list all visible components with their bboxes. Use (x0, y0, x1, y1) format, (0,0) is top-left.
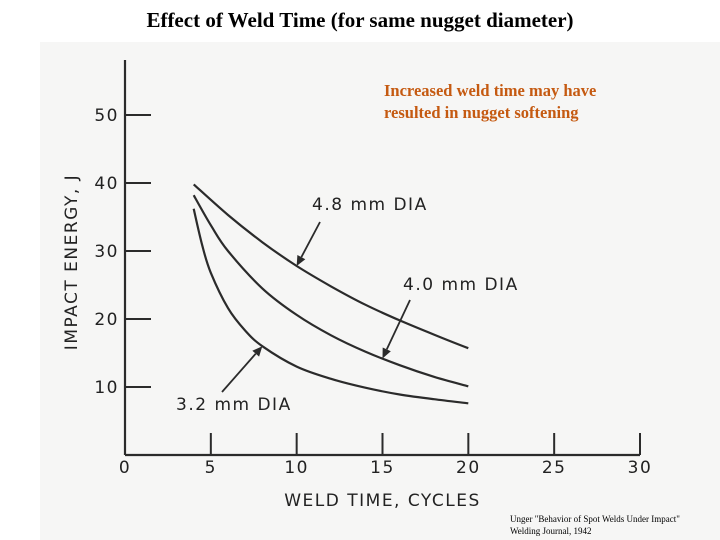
x-tick-label: 20 (456, 458, 481, 478)
leader-line-3-2-mm-dia (221, 353, 257, 393)
curve-label-4-0-mm-dia: 4.0 mm DIA (403, 275, 519, 295)
y-tick-label: 30 (94, 242, 119, 262)
scanned-figure-background (40, 42, 720, 540)
leader-line-4-8-mm-dia (300, 221, 321, 258)
x-tick-label: 10 (284, 458, 309, 478)
x-tick-label: 30 (628, 458, 653, 478)
series-line-4-0-mm-dia (192, 194, 469, 388)
y-tick-label: 20 (94, 310, 119, 330)
y-tick-label: 40 (94, 174, 119, 194)
curve-label-3-2-mm-dia: 3.2 mm DIA (176, 395, 292, 415)
citation-line-1: Unger "Behavior of Spot Welds Under Impa… (510, 514, 680, 524)
series-line-3-2-mm-dia (192, 208, 469, 405)
series-line-4-8-mm-dia (192, 183, 469, 350)
leader-arrowhead-3-2-mm-dia (252, 346, 263, 357)
x-tick-label: 5 (205, 458, 217, 478)
series-lines (192, 183, 469, 405)
x-tick-label: 0 (119, 458, 131, 478)
source-citation: Unger "Behavior of Spot Welds Under Impa… (510, 513, 720, 537)
x-axis-title: WELD TIME, CYCLES (284, 491, 481, 511)
x-tick-label: 15 (370, 458, 395, 478)
curve-label-4-8-mm-dia: 4.8 mm DIA (312, 195, 428, 215)
slide-title: Effect of Weld Time (for same nugget dia… (146, 8, 574, 32)
leader-arrowhead-4-0-mm-dia (382, 347, 391, 359)
citation-line-2: Welding Journal, 1942 (510, 526, 592, 536)
y-tick-label: 50 (94, 106, 119, 126)
axes: 0 5 10 15 20 25 30 10 20 30 40 50 WELD TIME, CYCLES I… (62, 60, 653, 511)
y-axis-title: IMPACT ENERGY, J (62, 174, 82, 350)
leader-arrowhead-4-8-mm-dia (296, 255, 306, 266)
y-tick-label: 10 (94, 378, 119, 398)
curve-annotations: 4.8 mm DIA 4.0 mm DIA 3.2 mm DIA (176, 195, 519, 415)
softening-annotation: Increased weld time may have resulted in… (384, 81, 597, 122)
leader-line-4-0-mm-dia (385, 299, 411, 350)
x-tick-label: 25 (542, 458, 567, 478)
